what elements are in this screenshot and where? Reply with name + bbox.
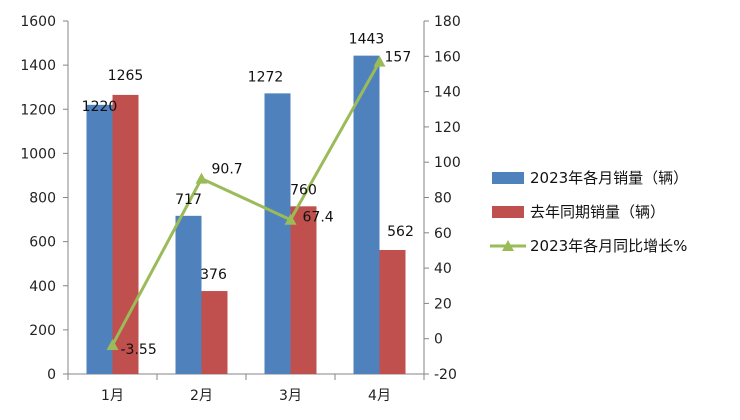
- growth-point-marker: [195, 172, 208, 184]
- bar-data-label: 562: [387, 224, 414, 240]
- line-data-label: 157: [385, 50, 412, 66]
- bars: [86, 55, 406, 375]
- right-tick-label: 180: [434, 14, 461, 30]
- bar: [264, 93, 291, 375]
- bar-data-label: 1220: [82, 99, 118, 115]
- growth-line-path: [111, 60, 381, 346]
- bar: [290, 206, 317, 374]
- line-data-label: -3.55: [121, 342, 157, 358]
- right-tick-label: 40: [434, 261, 452, 277]
- right-tick-label: 100: [434, 155, 461, 171]
- left-tick-label: 1400: [20, 58, 56, 74]
- growth-line: [106, 55, 386, 350]
- legend-swatch: [492, 206, 524, 218]
- axes: 0 200 400 600 800 1000 1200 1400 1600 -20 0 20 40 60 8…: [20, 14, 460, 404]
- left-tick-label: 800: [29, 191, 56, 207]
- legend-label: 去年同期销量（辆）: [530, 203, 665, 221]
- right-tick-label: 20: [434, 296, 452, 312]
- legend: 2023年各月销量（辆） 去年同期销量（辆） 2023年各月同比增长%: [490, 169, 688, 255]
- right-tick-label: 80: [434, 191, 452, 207]
- legend-swatch: [492, 172, 524, 184]
- x-tick-label: 3月: [279, 388, 302, 404]
- growth-point-marker: [284, 213, 297, 225]
- bar-data-label: 760: [290, 182, 317, 198]
- left-tick-label: 1000: [20, 146, 56, 162]
- left-tick-label: 1600: [20, 14, 56, 30]
- left-tick-label: 600: [29, 235, 56, 251]
- bar-data-label: 1272: [248, 69, 284, 85]
- bar: [379, 250, 406, 374]
- growth-point-marker: [373, 55, 386, 67]
- bar-data-label: 376: [200, 267, 227, 283]
- legend-marker: [502, 240, 514, 251]
- bar: [86, 104, 113, 375]
- data-labels: 1220 717 1272 1443 1265 376 760 562 -3.55 90.7 67.…: [82, 32, 414, 358]
- right-tick-label: 0: [434, 332, 443, 348]
- bar-data-label: 1443: [349, 32, 385, 48]
- right-tick-label: 140: [434, 85, 461, 101]
- line-data-label: 90.7: [212, 162, 243, 178]
- right-tick-label: 60: [434, 226, 452, 242]
- bar: [175, 215, 202, 374]
- bar-data-label: 1265: [108, 68, 144, 84]
- right-tick-label: 120: [434, 120, 461, 136]
- x-tick-label: 2月: [190, 388, 213, 404]
- left-tick-label: 200: [29, 323, 56, 339]
- x-tick-label: 1月: [101, 388, 124, 404]
- left-tick-label: 0: [47, 367, 56, 383]
- left-tick-label: 400: [29, 279, 56, 295]
- right-tick-label: 160: [434, 49, 461, 65]
- x-tick-label: 4月: [368, 388, 391, 404]
- bar: [353, 55, 380, 375]
- bar: [201, 291, 228, 374]
- line-data-label: 67.4: [303, 210, 334, 226]
- legend-label: 2023年各月销量（辆）: [530, 169, 688, 187]
- left-tick-label: 1200: [20, 102, 56, 118]
- legend-label: 2023年各月同比增长%: [530, 237, 687, 255]
- bar-data-label: 717: [175, 192, 202, 208]
- bar: [112, 94, 139, 375]
- right-tick-label: -20: [434, 367, 457, 383]
- growth-point-marker: [106, 338, 119, 350]
